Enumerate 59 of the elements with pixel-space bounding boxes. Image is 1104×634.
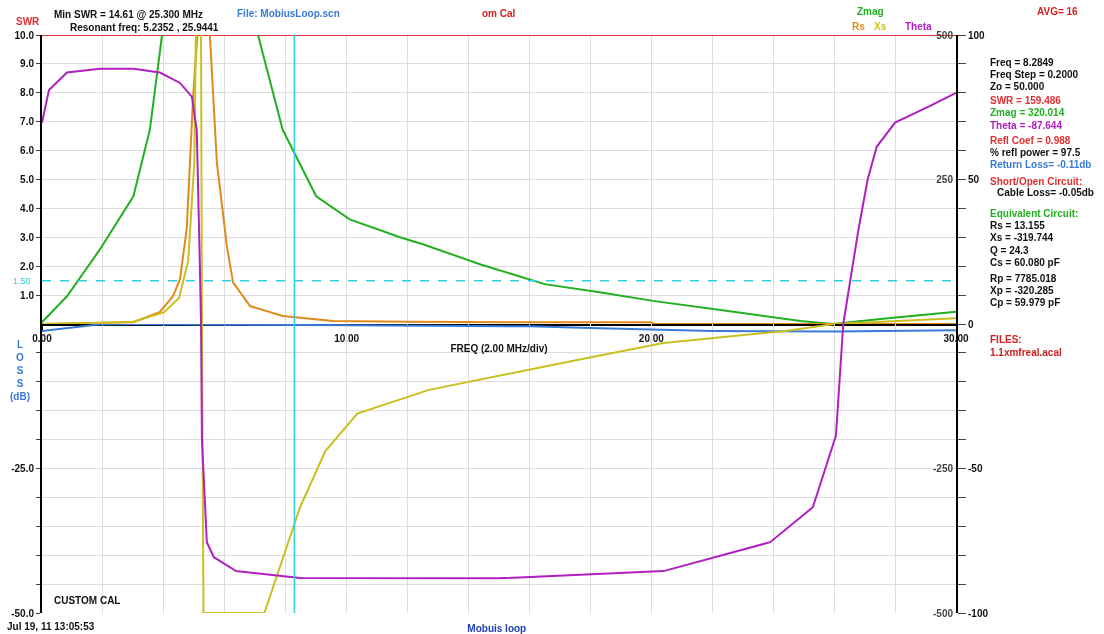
y2-tick-label: -250 xyxy=(932,463,954,474)
series-label: SWR xyxy=(16,16,41,27)
text: Min SWR = 14.61 @ 25.300 MHz xyxy=(54,9,203,20)
text: Rp = 7785.018 xyxy=(990,273,1057,284)
y-tick-label: -50.0 xyxy=(11,607,35,619)
text: om Cal xyxy=(482,8,516,19)
y-tick-label: 2.0 xyxy=(20,260,35,272)
y-tick-label: 4.0 xyxy=(20,202,35,214)
text: % refl power = 97.5 xyxy=(990,147,1081,158)
y2-tick-label: -500 xyxy=(932,607,954,619)
y-tick-label: 3.0 xyxy=(20,231,35,243)
text: Mobuis loop xyxy=(467,623,527,634)
text: AVG= 16 xyxy=(1037,6,1079,17)
y-tick-label: -25.0 xyxy=(11,463,35,474)
x-tick-label: 20.00 xyxy=(638,333,665,344)
text: Resonant freq: 5.2352 , 25.9441 xyxy=(70,22,219,33)
y2-tick-label: 250 xyxy=(936,174,954,185)
text: Short/Open Circuit: xyxy=(990,176,1083,187)
text: Freq = 8.2849 xyxy=(990,57,1055,68)
text: Xs xyxy=(874,21,887,32)
text: Jul 19, 11 13:05:53 xyxy=(7,621,95,632)
text: Cable Loss= -0.05db xyxy=(997,187,1094,198)
text: SWR = 159.486 xyxy=(990,95,1062,106)
text: Refl Coef = 0.988 xyxy=(990,135,1071,146)
text: Cp = 59.979 pF xyxy=(990,297,1061,308)
ref-line-label: 1.50 xyxy=(13,276,31,286)
text: Xs = -319.744 xyxy=(990,232,1054,243)
text: Equivalent Circuit: xyxy=(990,208,1079,219)
text: Zmag = 320.014 xyxy=(990,107,1065,118)
y3-tick-label: 100 xyxy=(968,29,986,41)
text: Rs = 13.155 xyxy=(990,220,1046,231)
y-tick-label: 8.0 xyxy=(20,87,35,99)
text: 1.1xmfreal.acal xyxy=(990,347,1062,358)
y-tick-label: 7.0 xyxy=(20,116,35,128)
y-axis-title: LOSS (dB) xyxy=(10,339,30,402)
text: File: MobiusLoop.scn xyxy=(237,8,340,19)
text: Rs xyxy=(852,21,866,32)
y-tick-label: 1.0 xyxy=(20,289,35,301)
text: Q = 24.3 xyxy=(990,245,1030,256)
text: Zmag xyxy=(857,6,884,17)
y-tick-label: 6.0 xyxy=(20,145,35,157)
x-axis-title: FREQ (2.00 MHz/div) xyxy=(450,343,548,354)
x-tick-label: 10.00 xyxy=(334,333,360,344)
y-tick-label: 5.0 xyxy=(20,174,35,185)
annotation: CUSTOM CAL xyxy=(54,595,121,606)
text: Cs = 60.080 pF xyxy=(990,257,1060,268)
text: FILES: xyxy=(990,334,1022,345)
text: Freq Step = 0.2000 xyxy=(990,69,1079,80)
text: Zo = 50.000 xyxy=(990,81,1045,92)
y3-tick-label: -50 xyxy=(968,463,983,474)
y3-tick-label: 0 xyxy=(968,318,974,330)
y-tick-label: 10.0 xyxy=(14,29,35,41)
text: Xp = -320.285 xyxy=(990,285,1055,296)
text: Theta xyxy=(905,21,933,32)
text: Theta = -87.644 xyxy=(990,120,1063,131)
y-tick-label: 9.0 xyxy=(20,58,35,70)
y3-tick-label: -100 xyxy=(968,607,989,619)
y3-tick-label: 50 xyxy=(968,174,980,185)
text: Return Loss= -0.11db xyxy=(990,159,1092,170)
